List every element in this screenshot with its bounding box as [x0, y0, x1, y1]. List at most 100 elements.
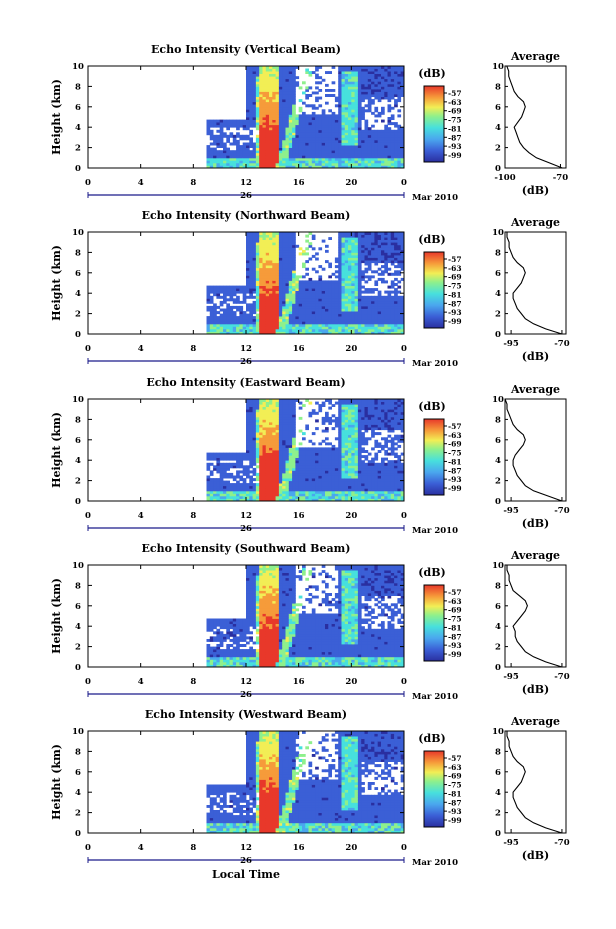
heatmap-cell — [288, 152, 293, 156]
heatmap-cell — [292, 475, 296, 479]
heatmap-cell — [285, 478, 290, 482]
heatmap-cell — [285, 318, 290, 322]
heatmap-cell — [236, 470, 240, 474]
heatmap-cell — [249, 293, 253, 297]
heatmap-cell — [384, 89, 388, 92]
heatmap-cell — [381, 134, 385, 138]
heatmap-cell — [269, 239, 273, 243]
heatmap-cell — [387, 305, 392, 309]
heatmap-cell — [249, 399, 253, 402]
heatmap-cell — [292, 280, 296, 284]
heatmap-cell — [249, 483, 253, 487]
heatmap-cell — [331, 137, 336, 141]
heatmap-cell — [288, 104, 293, 108]
heatmap-cell — [282, 290, 286, 294]
heatmap-cell — [325, 249, 329, 253]
heatmap-cell — [272, 68, 276, 72]
heatmap-cell — [265, 234, 270, 238]
heatmap-cell — [308, 145, 313, 148]
heatmap-cell — [318, 247, 323, 251]
heatmap-cell — [344, 237, 349, 240]
heatmap-cell — [318, 300, 323, 304]
heatmap-cell — [384, 160, 388, 164]
heatmap-cell — [252, 308, 257, 312]
heatmap-cell — [357, 311, 362, 315]
heatmap-cell — [390, 239, 395, 243]
heatmap-cell — [302, 326, 306, 330]
heatmap-cell — [364, 308, 369, 312]
heatmap-cell — [285, 234, 290, 238]
heatmap-cell — [255, 498, 260, 502]
heatmap-cell — [295, 117, 300, 120]
heatmap-cell — [364, 234, 369, 238]
heatmap-cell — [255, 124, 260, 128]
heatmap-cell — [288, 68, 293, 72]
heatmap-cell — [351, 124, 355, 128]
heatmap-cell — [387, 152, 392, 156]
heatmap-cell — [282, 277, 286, 281]
heatmap-cell — [206, 293, 211, 297]
heatmap-cell — [262, 303, 267, 307]
heatmap-cell — [239, 290, 244, 294]
heatmap-cell — [242, 495, 247, 499]
heatmap-cell — [252, 401, 257, 405]
heatmap-cell — [308, 73, 313, 77]
heatmap-cell — [219, 323, 224, 327]
heatmap-cell — [302, 305, 306, 309]
heatmap-cell — [285, 485, 290, 489]
heatmap-cell — [269, 114, 273, 118]
heatmap-cell — [239, 124, 244, 128]
heatmap-cell — [315, 142, 319, 146]
heatmap-cell — [285, 311, 290, 315]
heatmap-cell — [328, 132, 332, 136]
heatmap-cell — [308, 290, 313, 294]
heatmap-cell — [390, 129, 395, 133]
heatmap-cell — [371, 316, 375, 320]
heatmap-cell — [371, 152, 375, 156]
heatmap-cell — [334, 152, 339, 156]
heatmap-cell — [400, 71, 405, 74]
heatmap-cell — [282, 498, 286, 502]
heatmap-cell — [341, 83, 346, 87]
average-x-tick-label: -100 — [494, 173, 515, 183]
heatmap-cell — [315, 147, 319, 151]
heatmap-cell — [338, 285, 342, 289]
heatmap-cell — [242, 478, 247, 482]
heatmap-cell — [295, 328, 300, 332]
heatmap-cell — [387, 162, 392, 166]
heatmap-cell — [305, 162, 309, 166]
heatmap-cell — [315, 411, 319, 415]
heatmap-cell — [331, 414, 336, 418]
heatmap-cell — [397, 99, 402, 103]
heatmap-cell — [272, 111, 276, 115]
heatmap-cell — [328, 147, 332, 151]
heatmap-cell — [288, 147, 293, 151]
heatmap-cell — [219, 488, 224, 492]
heatmap-cell — [292, 106, 296, 110]
heatmap-cell — [242, 316, 247, 320]
heatmap-cell — [272, 308, 276, 312]
heatmap-cell — [334, 462, 339, 466]
heatmap-cell — [213, 467, 217, 471]
heatmap-cell — [331, 323, 336, 327]
heatmap-cell — [394, 283, 398, 286]
heatmap-cell — [311, 480, 316, 484]
heatmap-cell — [354, 262, 359, 266]
heatmap-cell — [213, 316, 217, 320]
heatmap-cell — [278, 244, 283, 248]
heatmap-cell — [348, 280, 352, 284]
heatmap-cell — [223, 124, 227, 128]
heatmap-cell — [262, 432, 267, 436]
heatmap-cell — [305, 455, 309, 458]
heatmap-cell — [390, 83, 395, 87]
heatmap-cell — [305, 132, 309, 136]
heatmap-cell — [282, 490, 286, 494]
heatmap-cell — [252, 331, 257, 335]
heatmap-cell — [255, 490, 260, 494]
heatmap-cell — [302, 147, 306, 151]
heatmap-cell — [374, 160, 379, 164]
heatmap-cell — [292, 83, 296, 87]
heatmap-cell — [236, 127, 240, 131]
heatmap-cell — [302, 323, 306, 327]
heatmap-cell — [334, 295, 339, 299]
